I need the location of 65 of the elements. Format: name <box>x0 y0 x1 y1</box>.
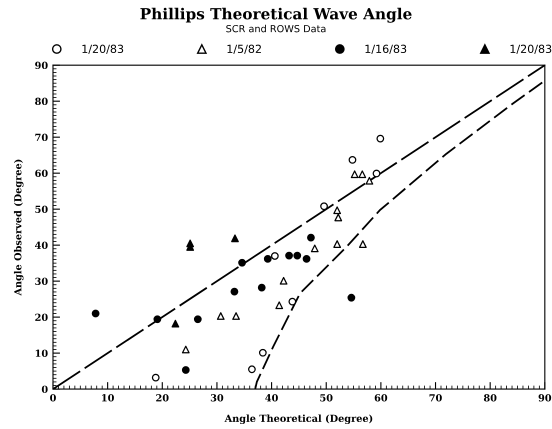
point <box>270 252 279 260</box>
y-tick-label: 0 <box>42 386 48 393</box>
y-axis-title: Angle Observed (Degree) <box>14 160 24 296</box>
point <box>275 301 284 310</box>
point <box>182 346 190 354</box>
chart-title: Phillips Theoretical Wave Angle <box>140 8 412 23</box>
x-tick-label: 0 <box>50 394 56 402</box>
x-tick-label: 90 <box>538 394 552 402</box>
x-tick-label: 60 <box>374 394 388 402</box>
legend-label: 1/20/83 <box>82 44 124 54</box>
y-tick-label: 90 <box>35 62 48 70</box>
point <box>280 276 288 285</box>
point <box>372 170 380 178</box>
x-tick-label: 30 <box>210 394 224 402</box>
y-tick-label: 70 <box>35 134 48 142</box>
x-tick-label: 20 <box>156 394 169 402</box>
point <box>334 214 342 222</box>
point <box>258 284 266 292</box>
y-tick-label: 20 <box>35 314 48 321</box>
point <box>333 240 342 248</box>
point <box>230 288 238 296</box>
point <box>307 234 315 242</box>
point <box>153 315 162 324</box>
point <box>264 254 272 263</box>
point <box>92 310 100 318</box>
point <box>358 240 367 248</box>
point <box>231 234 239 242</box>
x-axis-title: Angle Theoretical (Degree) <box>224 414 372 424</box>
point <box>358 170 366 178</box>
x-tick-label: 80 <box>484 394 496 402</box>
chart-subtitle: SCR and ROWS Data <box>226 24 326 32</box>
point <box>182 366 190 374</box>
point <box>248 365 256 374</box>
point <box>232 312 240 320</box>
point <box>293 252 302 260</box>
point <box>194 315 202 324</box>
point <box>172 320 180 328</box>
legend-label: 1/16/83 <box>365 44 406 54</box>
y-tick-label: 40 <box>35 242 48 249</box>
point <box>216 312 225 320</box>
point <box>258 348 267 357</box>
legend-label: 1/5/82 <box>227 44 261 54</box>
point <box>285 252 293 260</box>
point <box>320 202 328 210</box>
point <box>333 206 342 214</box>
point <box>310 244 319 252</box>
x-tick-label: 40 <box>265 394 278 402</box>
point <box>288 298 296 306</box>
y-tick-label: 60 <box>35 170 48 178</box>
legend-label: 1/20/83 <box>510 44 552 54</box>
point <box>366 176 374 185</box>
point <box>152 374 160 382</box>
y-tick-label: 80 <box>35 98 48 106</box>
x-tick-label: 70 <box>430 394 442 402</box>
point <box>238 258 246 267</box>
x-tick-label: 10 <box>102 394 114 402</box>
y-tick-label: 30 <box>35 278 48 285</box>
point <box>350 170 359 178</box>
y-tick-label: 50 <box>35 206 48 213</box>
point <box>347 294 356 302</box>
point <box>302 254 310 263</box>
x-tick-label: 50 <box>320 394 333 402</box>
point <box>348 156 356 164</box>
point <box>376 134 384 143</box>
y-tick-label: 10 <box>36 350 48 357</box>
